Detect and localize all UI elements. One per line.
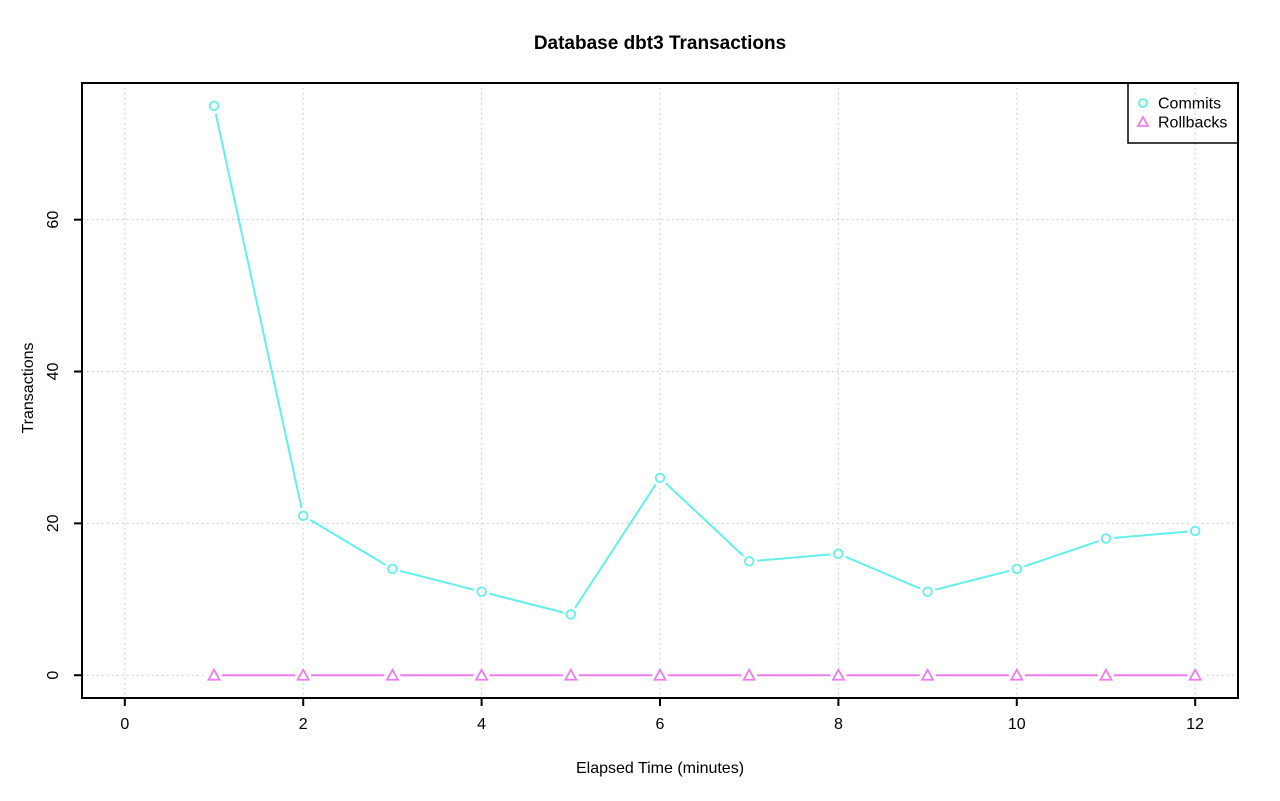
x-tick-label: 12 (1186, 716, 1204, 733)
series-commits (206, 97, 1204, 623)
chart-title: Database dbt3 Transactions (534, 33, 786, 54)
y-tick-label: 20 (45, 514, 62, 532)
x-tick-label: 2 (299, 716, 308, 733)
data-point-rollbacks-marker (1009, 667, 1024, 681)
data-point-rollbacks-marker (920, 667, 935, 681)
y-tick-label: 0 (45, 671, 62, 680)
x-tick-label: 0 (120, 716, 129, 733)
circle-legend-icon (1138, 98, 1148, 108)
data-point-commits-halo (1097, 530, 1114, 547)
legend-entry-rollbacks: Rollbacks (1136, 115, 1227, 132)
data-point-commits-marker (743, 556, 755, 567)
data-point-commits-marker (1011, 563, 1022, 575)
x-axis: 0 2 4 6 8 10 12 (120, 698, 1204, 733)
y-axis-title: Transactions (20, 343, 37, 434)
data-point-commits-marker (1189, 525, 1201, 537)
data-point-commits-halo (1187, 522, 1204, 539)
x-tick-label: 10 (1008, 716, 1026, 733)
legend-entry-commits: Commits (1138, 96, 1221, 113)
data-point-commits-marker (208, 100, 220, 111)
x-tick-label: 6 (656, 716, 665, 733)
data-point-commits-marker (833, 548, 844, 559)
data-point-rollbacks-marker (296, 667, 311, 681)
data-point-commits-halo (919, 583, 936, 600)
series-line-commits (213, 105, 1196, 616)
data-point-commits-marker (387, 563, 398, 575)
data-point-commits-halo (206, 97, 223, 114)
data-point-rollbacks-marker (474, 667, 489, 681)
data-point-commits-halo (562, 606, 579, 623)
data-point-commits-halo (741, 553, 758, 570)
legend-label: Commits (1158, 96, 1221, 113)
data-point-commits-halo (295, 507, 312, 524)
data-point-commits-marker (565, 609, 577, 620)
y-tick-label: 40 (45, 363, 62, 381)
data-point-rollbacks-marker (563, 667, 578, 681)
x-tick-label: 8 (834, 716, 843, 733)
data-point-rollbacks-marker (1188, 667, 1203, 681)
series-rollbacks (206, 667, 1204, 684)
data-point-commits-marker (476, 586, 487, 597)
plot-area-border (81, 82, 1239, 699)
data-point-rollbacks-marker (1098, 667, 1114, 681)
data-point-rollbacks-marker (385, 667, 400, 681)
legend-box (1127, 82, 1239, 144)
data-point-rollbacks-marker (652, 667, 668, 681)
y-axis: 0 20 40 60 (45, 211, 82, 680)
y-tick-label: 60 (45, 211, 62, 229)
data-point-commits-halo (384, 560, 401, 577)
x-tick-label: 4 (477, 716, 486, 733)
data-point-commits-marker (654, 472, 666, 484)
data-point-commits-halo (473, 583, 490, 600)
data-point-rollbacks-marker (742, 667, 757, 681)
triangle-legend-icon (1136, 115, 1150, 127)
grid-layer (82, 83, 1238, 698)
legend: Commits Rollbacks (1127, 82, 1239, 144)
data-point-commits-marker (1100, 533, 1112, 544)
data-point-commits-halo (652, 469, 668, 486)
data-point-rollbacks-marker (206, 667, 222, 681)
series-layer (206, 97, 1204, 684)
data-point-commits-marker (298, 510, 309, 521)
data-point-rollbacks-marker (831, 667, 846, 681)
legend-label: Rollbacks (1158, 115, 1227, 132)
data-point-commits-halo (830, 545, 847, 562)
x-axis-title: Elapsed Time (minutes) (576, 760, 744, 777)
data-point-commits-marker (922, 586, 933, 597)
data-point-commits-halo (1008, 560, 1025, 577)
